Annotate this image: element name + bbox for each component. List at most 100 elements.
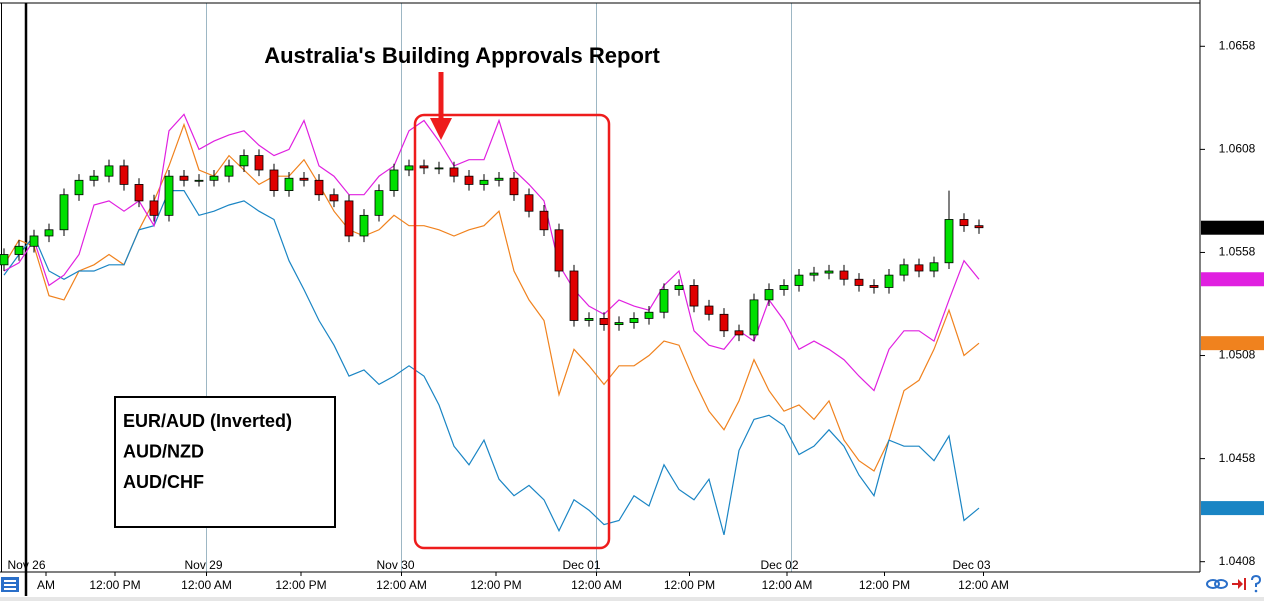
jump-arrow-head <box>1238 579 1243 589</box>
candle-body <box>959 219 969 227</box>
candle-body <box>104 165 114 177</box>
candle-body <box>254 155 264 171</box>
candle-body <box>809 272 819 276</box>
legend-label: EUR/AUD (Inverted) <box>123 411 292 431</box>
candle-body <box>134 184 144 202</box>
candle-body <box>509 177 519 196</box>
axis-layer: 1.0658 1.0608 1.0558 1.0508 1.0458 1.0408 AM 12… <box>7 38 1264 592</box>
candle-body <box>524 194 534 212</box>
help-icon[interactable] <box>1251 574 1262 593</box>
candle-body <box>0 254 9 266</box>
x-tick-label: 12:00 PM <box>470 578 521 592</box>
x-tick-label: 12:00 AM <box>181 578 232 592</box>
candle-body <box>89 175 99 181</box>
price-label: 0.7445 <box>1211 220 1248 234</box>
candle-body <box>299 177 309 181</box>
candle-body <box>554 229 564 272</box>
x-tick-label: 12:00 PM <box>89 578 140 592</box>
candle-body <box>884 274 894 288</box>
x-tick-label: 12:00 AM <box>958 578 1009 592</box>
candle-body <box>359 214 369 237</box>
candle-body <box>854 278 864 286</box>
candle-body <box>944 219 954 264</box>
legend-box <box>114 396 336 528</box>
y-tick-label: 1.0508 <box>1219 348 1256 362</box>
candle-body <box>824 270 834 274</box>
candle-body <box>869 285 879 288</box>
candle-layer <box>0 149 984 342</box>
scrollbar[interactable] <box>0 597 1264 601</box>
candle-body <box>974 225 984 229</box>
candle-body <box>239 155 249 167</box>
date-label: Nov 29 <box>184 558 222 572</box>
candle-body <box>569 270 579 321</box>
candle-body <box>224 165 234 177</box>
candle-body <box>464 175 474 185</box>
candle-body <box>389 169 399 192</box>
link-ring <box>1206 579 1220 589</box>
candle-body <box>494 177 504 181</box>
candle-body <box>209 175 219 181</box>
candle-body <box>449 167 459 177</box>
legend-label: AUD/NZD <box>123 441 204 461</box>
candle-body <box>539 210 549 231</box>
candle-body <box>749 299 759 336</box>
candle-body <box>929 262 939 272</box>
candle-body <box>29 235 39 247</box>
candle-body <box>674 285 684 290</box>
candle-body <box>704 305 714 315</box>
date-label: Dec 01 <box>562 558 600 572</box>
date-label: Nov 30 <box>376 558 414 572</box>
candle-body <box>689 285 699 307</box>
candle-body <box>314 179 324 196</box>
toolbar-icon-line <box>4 584 16 586</box>
candle-body <box>839 270 849 280</box>
candle-body <box>164 175 174 216</box>
x-tick-label: 12:00 AM <box>376 578 427 592</box>
candle-body <box>659 289 669 313</box>
arrow-head <box>430 118 452 140</box>
candle-body <box>914 264 924 272</box>
toolbar-icon-line <box>4 580 16 582</box>
candle-body <box>44 229 54 237</box>
last-value-marker <box>1201 501 1264 516</box>
series-line <box>3 122 980 472</box>
candle-body <box>149 200 159 216</box>
candle-body <box>329 194 339 202</box>
candle-body <box>179 175 189 181</box>
candle-body <box>14 245 24 255</box>
price-label-box <box>1201 220 1264 235</box>
date-label: Nov 26 <box>7 558 45 572</box>
candle-body <box>419 165 429 169</box>
jump-icon[interactable] <box>1232 578 1246 590</box>
candle-body <box>404 165 414 171</box>
help-glyph <box>1251 574 1262 587</box>
candle-body <box>74 179 84 196</box>
candle-body <box>644 311 654 319</box>
y-tick-label: 1.0658 <box>1219 38 1256 52</box>
series-line <box>3 113 980 392</box>
highlight-box <box>413 113 611 550</box>
candle-body <box>344 200 354 237</box>
x-tick-label: 12:00 AM <box>571 578 622 592</box>
last-value-marker <box>1201 336 1264 351</box>
legend: EUR/AUD (Inverted) AUD/NZD AUD/CHF <box>114 396 336 528</box>
y-tick-label: 1.0458 <box>1219 451 1256 465</box>
candle-body <box>764 289 774 301</box>
link-icon[interactable] <box>1206 579 1228 589</box>
x-tick-label: 12:00 PM <box>275 578 326 592</box>
toolbar-icon-line <box>4 588 16 590</box>
date-label: Dec 03 <box>952 558 990 572</box>
candle-body <box>599 318 609 326</box>
x-tick-label: 12:00 PM <box>859 578 910 592</box>
candle-body <box>434 167 444 170</box>
candle-body <box>794 274 804 286</box>
candle-body <box>734 330 744 336</box>
last-value-marker <box>1201 272 1264 287</box>
candle-body <box>194 179 204 182</box>
legend-label: AUD/CHF <box>123 472 204 492</box>
candle-body <box>119 165 129 185</box>
annotation-title: Australia's Building Approvals Report <box>264 43 660 68</box>
